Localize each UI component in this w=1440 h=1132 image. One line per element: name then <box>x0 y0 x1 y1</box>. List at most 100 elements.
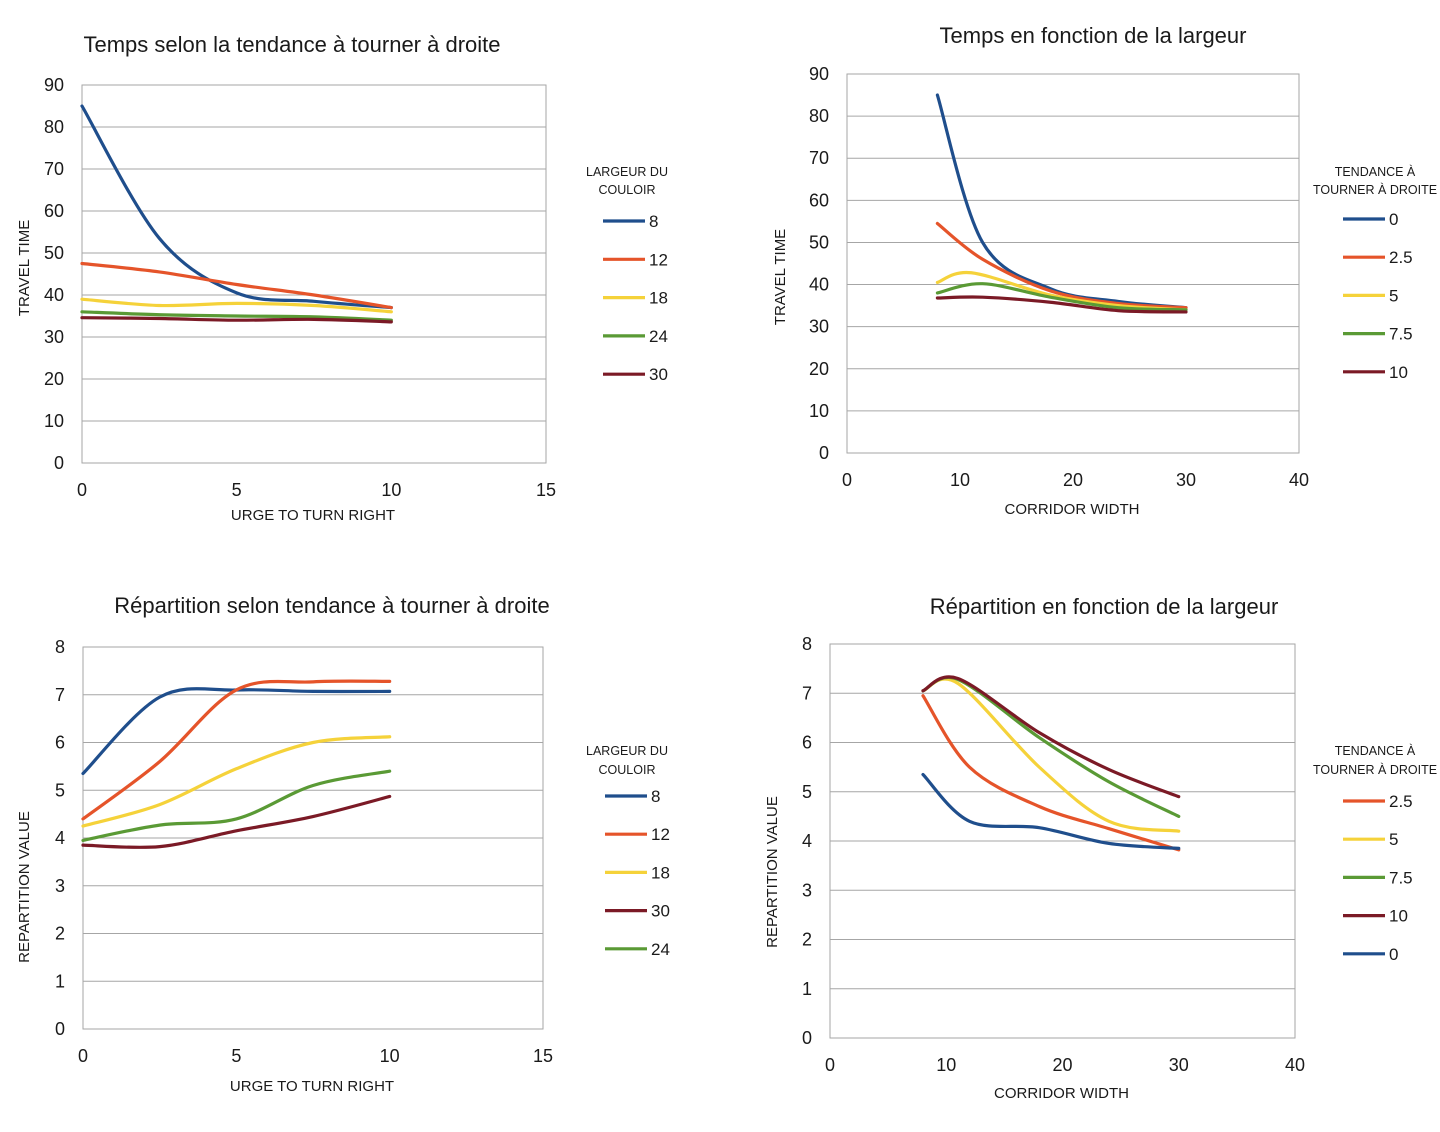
x-tick-label: 20 <box>1063 470 1083 490</box>
y-tick-label: 90 <box>809 64 829 84</box>
series-line-18 <box>81 735 392 828</box>
y-axis-label: TRAVEL TIME <box>16 220 33 316</box>
y-tick-label: 3 <box>802 880 812 900</box>
plot-area-border <box>829 643 1296 1039</box>
series-line-2.5 <box>935 221 1188 310</box>
x-tick-label: 10 <box>936 1055 956 1075</box>
legend-entry-label: 5 <box>1389 286 1398 305</box>
x-tick-label: 20 <box>1052 1055 1072 1075</box>
legend-title: TOURNER À DROITE <box>1313 762 1437 777</box>
series-line-8 <box>81 687 392 776</box>
y-tick-label: 60 <box>809 190 829 210</box>
legend-entry-label: 10 <box>1389 363 1408 382</box>
series-line-7.5 <box>921 676 1181 818</box>
y-tick-label: 60 <box>44 201 64 221</box>
legend-entry-label: 18 <box>649 289 668 308</box>
legend-entry-label: 18 <box>651 863 670 882</box>
legend: LARGEUR DU COULOIR 8 12 18 30 24 <box>586 744 670 959</box>
legend-entry-label: 5 <box>1389 830 1398 849</box>
y-tick-label: 4 <box>802 831 812 851</box>
y-tick-label: 5 <box>802 782 812 802</box>
y-tick-label: 3 <box>55 876 65 896</box>
legend-entry-label: 2.5 <box>1389 248 1413 267</box>
x-tick-label: 5 <box>232 480 242 500</box>
chart-1: Temps selon la tendance à tourner à droi… <box>16 32 668 524</box>
legend-entry-label: 8 <box>649 212 658 231</box>
chart-3: Répartition selon tendance à tourner à d… <box>16 593 670 1095</box>
series-line-12 <box>81 679 392 821</box>
legend-title: TENDANCE À <box>1335 164 1416 179</box>
legend-entry-label: 8 <box>651 787 660 806</box>
y-tick-label: 5 <box>55 780 65 800</box>
series-line-24 <box>80 310 393 322</box>
y-tick-label: 0 <box>55 1019 65 1039</box>
series-line-18 <box>80 297 393 314</box>
legend: LARGEUR DU COULOIR 8 12 18 24 30 <box>586 165 668 384</box>
y-tick-label: 50 <box>809 232 829 252</box>
x-axis-label: URGE TO TURN RIGHT <box>230 1078 394 1095</box>
y-tick-label: 80 <box>809 106 829 126</box>
x-tick-label: 30 <box>1169 1055 1189 1075</box>
series-line-7.5 <box>935 282 1188 312</box>
legend-title: TOURNER À DROITE <box>1313 182 1437 197</box>
legend-title: LARGEUR DU <box>586 165 668 179</box>
x-tick-label: 15 <box>533 1046 553 1066</box>
y-tick-label: 90 <box>44 75 64 95</box>
plot-area-border <box>846 73 1300 454</box>
chart-title: Temps selon la tendance à tourner à droi… <box>83 32 500 57</box>
y-tick-label: 8 <box>802 634 812 654</box>
x-axis-label: CORRIDOR WIDTH <box>994 1085 1129 1102</box>
legend-entry-label: 10 <box>1389 907 1408 926</box>
y-tick-label: 6 <box>802 733 812 753</box>
y-tick-label: 0 <box>802 1028 812 1048</box>
legend-entry-label: 12 <box>651 825 670 844</box>
x-tick-label: 0 <box>77 480 87 500</box>
legend-entry-label: 0 <box>1389 945 1398 964</box>
y-tick-label: 20 <box>44 369 64 389</box>
x-tick-label: 0 <box>78 1046 88 1066</box>
legend-entry-label: 24 <box>649 327 668 346</box>
legend-entry-label: 0 <box>1389 210 1398 229</box>
x-tick-label: 5 <box>231 1046 241 1066</box>
y-tick-label: 0 <box>54 453 64 473</box>
y-tick-label: 0 <box>819 443 829 463</box>
legend-entry-label: 30 <box>651 902 670 921</box>
legend-entry-label: 24 <box>651 940 670 959</box>
x-axis-label: URGE TO TURN RIGHT <box>231 507 395 524</box>
series-line-5 <box>921 677 1181 833</box>
x-tick-label: 0 <box>825 1055 835 1075</box>
y-tick-label: 2 <box>802 930 812 950</box>
plot-area-border <box>81 84 547 464</box>
y-tick-label: 2 <box>55 924 65 944</box>
y-tick-label: 70 <box>44 159 64 179</box>
y-tick-label: 70 <box>809 148 829 168</box>
legend-title: COULOIR <box>599 183 656 197</box>
y-tick-label: 7 <box>55 685 65 705</box>
y-tick-label: 10 <box>809 401 829 421</box>
y-axis-label: REPARTITION VALUE <box>16 811 33 963</box>
y-tick-label: 30 <box>809 317 829 337</box>
series-line-10 <box>935 295 1188 314</box>
y-tick-label: 6 <box>55 733 65 753</box>
chart-title: Répartition en fonction de la largeur <box>930 594 1279 619</box>
y-tick-label: 40 <box>44 285 64 305</box>
x-axis-label: CORRIDOR WIDTH <box>1005 501 1140 518</box>
chart-title: Temps en fonction de la largeur <box>940 23 1247 48</box>
x-tick-label: 0 <box>842 470 852 490</box>
legend-entry-label: 2.5 <box>1389 792 1413 811</box>
y-tick-label: 80 <box>44 117 64 137</box>
chart-2: Temps en fonction de la largeur 0 10 20 30 40… <box>772 23 1437 518</box>
y-tick-label: 20 <box>809 359 829 379</box>
x-tick-label: 40 <box>1289 470 1309 490</box>
chart-title: Répartition selon tendance à tourner à d… <box>114 593 549 618</box>
series-line-12 <box>80 261 393 310</box>
series-line-30 <box>80 316 393 324</box>
x-tick-label: 40 <box>1285 1055 1305 1075</box>
legend-entry-label: 30 <box>649 365 668 384</box>
chart-4: Répartition en fonction de la largeur 0 1 2… <box>764 594 1437 1102</box>
x-tick-label: 10 <box>950 470 970 490</box>
legend-title: TENDANCE À <box>1335 743 1416 758</box>
y-tick-label: 1 <box>802 979 812 999</box>
